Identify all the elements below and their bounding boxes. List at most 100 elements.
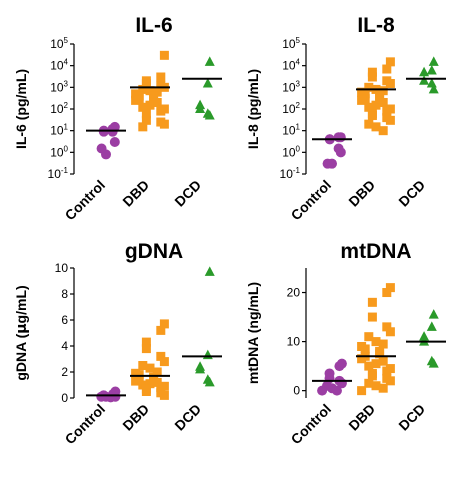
data-point <box>378 356 388 366</box>
category-label: DCD <box>171 177 204 210</box>
y-tick-label: 6 <box>61 313 68 327</box>
data-point <box>364 361 374 371</box>
data-point <box>138 361 148 370</box>
data-point <box>101 149 111 160</box>
data-point <box>385 327 395 337</box>
y-tick-label: 10 <box>287 335 301 349</box>
y-tick-label: 10-1 <box>280 166 301 181</box>
data-point <box>378 86 388 96</box>
data-point <box>131 95 141 105</box>
data-point <box>364 119 374 129</box>
data-point <box>331 385 342 396</box>
y-tick-label: 0 <box>61 391 68 405</box>
y-axis-label: IL-6 (pg/mL) <box>13 69 29 149</box>
data-point <box>204 376 215 387</box>
y-axis-label: gDNA (μg/mL) <box>13 285 30 380</box>
y-tick-label: 4 <box>61 339 68 353</box>
data-point <box>138 122 148 132</box>
data-point <box>364 378 374 388</box>
data-point <box>141 337 151 347</box>
series-dcd <box>406 56 446 94</box>
data-point <box>382 106 392 116</box>
category-label: Control <box>288 401 335 448</box>
data-point <box>138 102 148 112</box>
data-point <box>159 357 169 367</box>
data-point <box>145 379 155 389</box>
data-point <box>156 351 166 361</box>
data-point <box>195 363 206 374</box>
data-point <box>385 79 395 89</box>
category-label: DBD <box>345 177 378 210</box>
y-tick-label: 101 <box>282 123 300 138</box>
data-point <box>357 95 367 105</box>
data-point <box>364 102 374 112</box>
data-point <box>378 339 388 349</box>
data-point <box>357 354 367 364</box>
data-point <box>367 297 377 307</box>
data-point <box>419 66 430 77</box>
data-point <box>145 100 155 110</box>
data-point <box>367 312 377 322</box>
data-point <box>378 383 388 393</box>
data-point <box>204 110 215 120</box>
panel-il-8: IL-8 10-1 100 101 102 103 104 105 IL-8 (pg/mL) Co… <box>245 14 446 223</box>
data-point <box>156 325 166 335</box>
data-point <box>333 132 344 143</box>
panel-mtdna: mtDNA 0 10 20 mtDNA (ng/mL) Control DBD DCD <box>245 240 446 447</box>
series-dbd <box>356 57 396 136</box>
data-point <box>385 115 395 125</box>
category-label: DCD <box>171 401 204 434</box>
y-tick-label: 104 <box>50 58 68 73</box>
data-point <box>131 376 141 386</box>
category-label: Control <box>288 177 335 224</box>
data-point <box>371 337 381 347</box>
data-point <box>367 67 377 77</box>
y-tick-label: 103 <box>50 79 68 94</box>
data-point <box>159 319 169 329</box>
data-point <box>364 82 374 92</box>
data-point <box>426 64 437 75</box>
data-point <box>159 390 169 400</box>
data-point <box>378 97 388 107</box>
data-point <box>385 57 395 67</box>
series-control <box>86 121 126 160</box>
series-control <box>312 358 352 396</box>
y-tick-label: 105 <box>50 36 68 51</box>
y-tick-label: 104 <box>282 58 300 73</box>
series-dbd <box>130 319 170 400</box>
data-point <box>382 64 392 74</box>
data-point <box>105 392 116 403</box>
y-axis-label: IL-8 (pg/mL) <box>245 69 261 149</box>
data-point <box>204 266 215 276</box>
data-point <box>385 376 395 386</box>
y-tick-label: 2 <box>61 365 68 379</box>
data-point <box>428 309 439 319</box>
data-point <box>152 367 162 377</box>
data-point <box>141 115 151 125</box>
panel-il-6: IL-6 10-1 100 101 102 103 104 105 IL-6 (pg/mL) Co… <box>13 14 222 223</box>
data-point <box>367 72 377 82</box>
data-point <box>327 158 337 169</box>
y-tick-label: 100 <box>282 144 300 159</box>
data-point <box>375 349 385 359</box>
data-point <box>159 50 169 60</box>
data-point <box>382 288 392 298</box>
data-point <box>145 363 155 373</box>
y-tick-label: 10 <box>55 261 69 275</box>
category-label: Control <box>62 177 109 224</box>
data-point <box>428 83 439 94</box>
data-point <box>156 383 166 393</box>
data-point <box>357 386 367 396</box>
data-point <box>367 371 377 381</box>
panel-title: IL-8 <box>357 14 395 37</box>
data-point <box>428 56 439 66</box>
panel-title: gDNA <box>125 240 183 263</box>
data-point <box>371 359 381 369</box>
category-label: DBD <box>345 401 378 434</box>
data-point <box>202 349 213 360</box>
data-point <box>334 361 345 372</box>
data-point <box>428 358 439 368</box>
data-point <box>385 283 395 293</box>
category-label: DBD <box>119 401 152 434</box>
y-axis-label: mtDNA (ng/mL) <box>245 282 261 384</box>
